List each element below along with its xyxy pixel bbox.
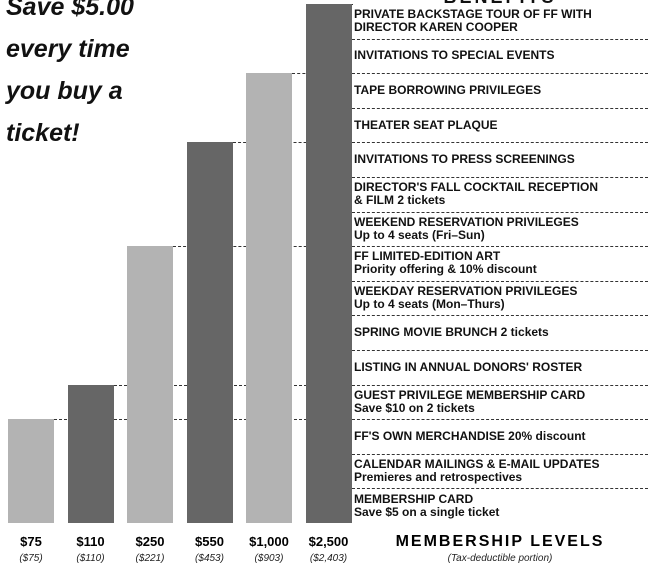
level-price-label: $1,000 — [249, 534, 289, 549]
benefits-title: BENEFITS — [352, 0, 648, 8]
benefit-separator — [352, 419, 648, 421]
benefit-title: GUEST PRIVILEGE MEMBERSHIP CARD — [354, 387, 586, 402]
benefit-item: TAPE BORROWING PRIVILEGES — [354, 74, 650, 107]
benefit-item: WEEKDAY RESERVATION PRIVILEGES Up to 4 se… — [354, 282, 650, 315]
level-guide-line — [351, 4, 352, 5]
benefit-separator — [352, 280, 648, 282]
benefit-item: INVITATIONS TO SPECIAL EVENTS — [354, 40, 650, 73]
tax-deductible-label: ($221) — [135, 553, 165, 564]
benefit-item: FF LIMITED-EDITION ART Priority offering … — [354, 247, 650, 280]
bar — [67, 384, 114, 523]
benefit-separator — [352, 142, 648, 144]
tax-deductible-label: ($75) — [19, 553, 43, 564]
bar — [8, 419, 54, 523]
benefit-detail: & FILM 2 tickets — [354, 193, 446, 208]
level-price-label: $75 — [20, 534, 42, 549]
benefit-title: MEMBERSHIP CARD — [354, 491, 474, 506]
benefit-separator — [352, 453, 648, 455]
level-guide-line — [232, 142, 352, 144]
promo-line: Save $5.00 — [6, 0, 134, 21]
benefit-detail: Priority offering & 10% discount — [354, 262, 537, 277]
benefit-detail: Premieres and retrospectives — [354, 470, 523, 485]
benefit-separator — [352, 73, 648, 75]
promo-line: you buy a — [6, 77, 123, 105]
benefit-item: LISTING IN ANNUAL DONORS' ROSTER — [354, 351, 650, 384]
level-price-label: $550 — [195, 534, 224, 549]
level-price-label: $250 — [135, 534, 165, 549]
benefit-separator — [352, 384, 648, 386]
benefit-separator — [352, 211, 648, 213]
benefit-title: INVITATIONS TO PRESS SCREENINGS — [354, 152, 575, 167]
benefit-title: SPRING MOVIE BRUNCH 2 tickets — [354, 325, 549, 340]
bar — [246, 73, 292, 523]
benefit-title: TAPE BORROWING PRIVILEGES — [354, 82, 542, 97]
benefit-title: FF'S OWN MERCHANDISE 20% discount — [354, 428, 586, 443]
level-price-label: $110 — [76, 534, 105, 549]
benefit-title: FF LIMITED-EDITION ART — [354, 249, 501, 264]
benefit-separator — [352, 488, 648, 490]
benefit-separator — [352, 315, 648, 317]
tax-deductible-label: ($903) — [254, 553, 284, 564]
benefit-item: DIRECTOR'S FALL COCKTAIL RECEPTION & FILM… — [354, 178, 650, 211]
benefit-title: INVITATIONS TO SPECIAL EVENTS — [354, 48, 555, 63]
level-guide-line — [113, 384, 352, 386]
levels-subtitle: (Tax-deductible portion) — [447, 553, 553, 564]
benefit-detail: Save $5 on a single ticket — [354, 504, 500, 519]
benefit-title: DIRECTOR'S FALL COCKTAIL RECEPTION — [354, 180, 598, 195]
tax-deductible-label: ($453) — [195, 553, 224, 564]
bar — [127, 246, 173, 523]
benefit-detail: Save $10 on 2 tickets — [354, 400, 475, 415]
benefit-item: FF'S OWN MERCHANDISE 20% discount — [354, 420, 650, 453]
levels-title: MEMBERSHIP LEVELS — [395, 533, 605, 550]
benefit-item: MEMBERSHIP CARD Save $5 on a single ticke… — [354, 489, 650, 522]
benefit-title: CALENDAR MAILINGS & E-MAIL UPDATES — [354, 457, 600, 472]
promo-text: Save $5.00 every time you buy a ticket! — [6, 0, 196, 154]
benefit-detail: DIRECTOR KAREN COOPER — [354, 20, 518, 35]
benefit-item: SPRING MOVIE BRUNCH 2 tickets — [354, 316, 650, 349]
benefit-detail: Up to 4 seats (Fri–Sun) — [354, 227, 485, 242]
bar — [305, 4, 352, 523]
benefit-item: THEATER SEAT PLAQUE — [354, 109, 650, 142]
benefit-detail: Up to 4 seats (Mon–Thurs) — [354, 297, 505, 312]
benefit-title: THEATER SEAT PLAQUE — [354, 117, 498, 132]
benefit-title: LISTING IN ANNUAL DONORS' ROSTER — [354, 359, 583, 374]
benefit-title: WEEKDAY RESERVATION PRIVILEGES — [354, 284, 578, 299]
promo-line: ticket! — [6, 119, 80, 147]
benefit-item: PRIVATE BACKSTAGE TOUR OF FF WITH DIRECTO… — [354, 5, 650, 38]
benefit-separator — [352, 177, 648, 178]
benefit-separator — [352, 107, 648, 109]
benefit-title: WEEKEND RESERVATION PRIVILEGES — [354, 214, 579, 229]
tax-deductible-label: ($110) — [76, 553, 105, 564]
benefit-item: CALENDAR MAILINGS & E-MAIL UPDATES Premie… — [354, 455, 650, 488]
benefit-separator — [352, 246, 648, 248]
benefit-item: INVITATIONS TO PRESS SCREENINGS — [354, 143, 650, 176]
benefit-item: WEEKEND RESERVATION PRIVILEGES Up to 4 se… — [354, 213, 650, 246]
benefit-separator — [352, 350, 648, 351]
promo-line: every time — [6, 35, 130, 63]
benefit-item: GUEST PRIVILEGE MEMBERSHIP CARD Save $10 … — [354, 386, 650, 419]
bar — [186, 142, 233, 523]
benefit-title: PRIVATE BACKSTAGE TOUR OF FF WITH — [354, 7, 592, 22]
benefit-separator — [352, 38, 648, 40]
level-price-label: $2,500 — [308, 534, 349, 549]
tax-deductible-label: ($2,403) — [309, 553, 348, 564]
